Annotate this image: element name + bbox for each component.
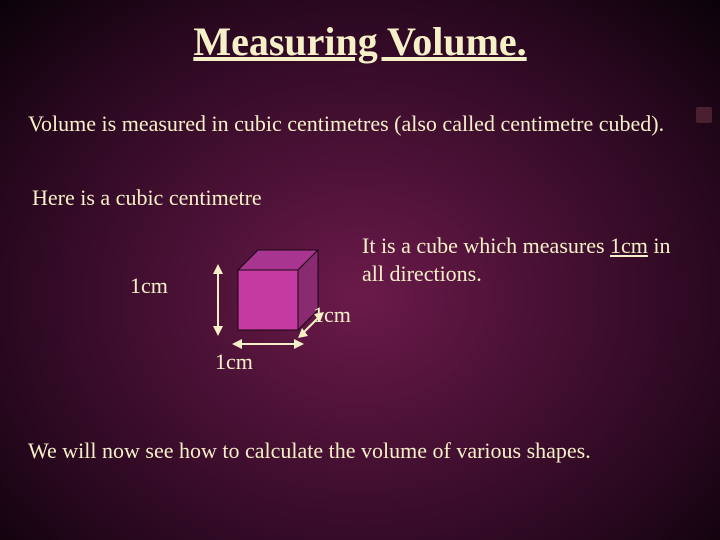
dim-label-left: 1cm [130, 273, 168, 299]
arrow-vertical-head-top [213, 264, 223, 274]
desc-part-a: It is a cube which measures [362, 233, 610, 258]
arrow-vertical-head-bottom [213, 326, 223, 336]
arrow-horizontal-head-left [232, 339, 242, 349]
footer-text: We will now see how to calculate the vol… [28, 438, 698, 464]
cube-diagram: 1cm 1cm 1cm [130, 240, 390, 400]
page-title: Measuring Volume. [0, 0, 720, 65]
intro-text: Volume is measured in cubic centimetres … [28, 110, 688, 138]
dim-label-bottom: 1cm [215, 349, 253, 375]
desc-part-b: 1cm [610, 233, 648, 258]
arrow-horizontal-head-right [294, 339, 304, 349]
slide-bullet-marker [696, 107, 712, 123]
cube-description: It is a cube which measures 1cm in all d… [362, 232, 692, 287]
cube-front-face [238, 270, 298, 330]
dim-label-right: 1cm [313, 302, 351, 328]
subheading-text: Here is a cubic centimetre [32, 185, 262, 211]
